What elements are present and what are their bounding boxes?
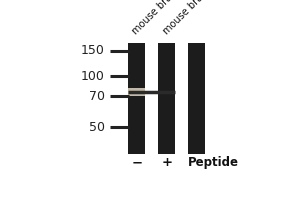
Bar <box>128 88 145 96</box>
Bar <box>188 43 206 154</box>
Text: −: − <box>132 156 143 169</box>
Text: 50: 50 <box>89 121 105 134</box>
Text: 150: 150 <box>81 44 105 57</box>
Text: 100: 100 <box>81 70 105 83</box>
Text: +: + <box>162 156 173 169</box>
Text: mouse brain: mouse brain <box>130 0 181 36</box>
Text: mouse brain: mouse brain <box>162 0 212 36</box>
Text: Peptide: Peptide <box>188 156 239 169</box>
Bar <box>128 43 145 154</box>
Text: 70: 70 <box>89 90 105 103</box>
Bar <box>158 43 175 154</box>
